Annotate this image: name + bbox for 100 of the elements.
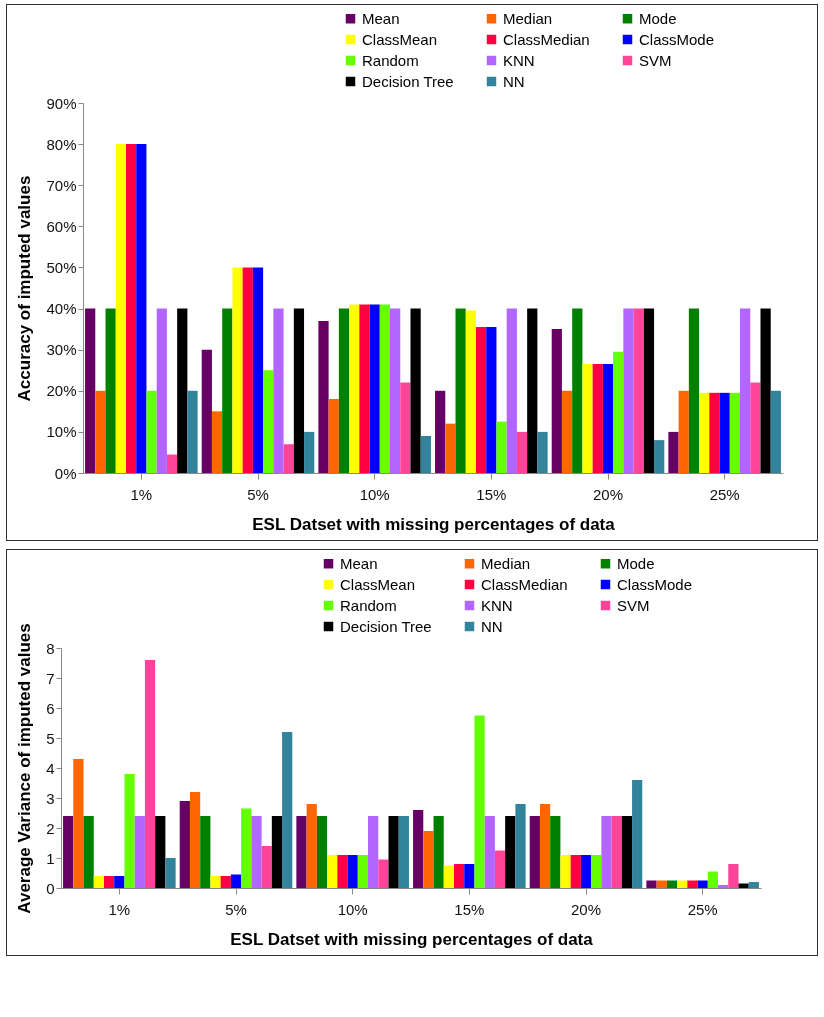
bar bbox=[465, 310, 476, 473]
bar bbox=[537, 431, 548, 473]
bar bbox=[304, 431, 315, 473]
y-tick-label: 90% bbox=[46, 94, 77, 112]
bar bbox=[400, 382, 411, 473]
bar bbox=[621, 816, 633, 888]
bar bbox=[551, 329, 562, 473]
legend-label: ClassMedian bbox=[503, 30, 590, 48]
bar bbox=[435, 390, 446, 473]
legend-label: Mean bbox=[362, 9, 400, 27]
y-tick-label: 4 bbox=[46, 759, 55, 777]
bar bbox=[338, 308, 350, 473]
bar bbox=[230, 874, 242, 888]
legend-label: NN bbox=[503, 72, 525, 90]
bar bbox=[293, 308, 305, 473]
bar bbox=[697, 880, 708, 888]
bar bbox=[728, 864, 739, 888]
legend-label: KNN bbox=[481, 596, 513, 614]
bar bbox=[410, 308, 421, 473]
bar bbox=[633, 308, 644, 473]
x-tick-label: 25% bbox=[709, 485, 740, 503]
bar bbox=[146, 390, 157, 473]
y-tick-label: 7 bbox=[46, 669, 55, 687]
legend-label: Random bbox=[362, 51, 419, 69]
bar bbox=[398, 816, 409, 888]
bar bbox=[707, 871, 719, 888]
bar bbox=[134, 816, 145, 888]
bar bbox=[201, 349, 212, 473]
x-tick-label: 20% bbox=[570, 900, 602, 918]
bar bbox=[73, 759, 84, 888]
bar bbox=[220, 876, 231, 888]
legend-label: SVM bbox=[639, 51, 672, 69]
y-tick-label: 80% bbox=[46, 135, 77, 153]
bar bbox=[271, 816, 283, 888]
bar bbox=[654, 440, 665, 473]
bar bbox=[282, 732, 293, 888]
x-tick-label: 15% bbox=[454, 900, 485, 918]
bar bbox=[632, 780, 643, 888]
legend-label: ClassMedian bbox=[481, 575, 568, 593]
x-tick-label: 15% bbox=[476, 485, 507, 503]
bar bbox=[210, 876, 221, 888]
bar bbox=[95, 390, 106, 473]
bar bbox=[156, 308, 167, 473]
legend-label: Mode bbox=[639, 9, 677, 27]
legend-label: Mode bbox=[617, 554, 655, 572]
bar bbox=[740, 308, 751, 473]
bar bbox=[709, 392, 720, 473]
legend-label: Mean bbox=[340, 554, 378, 572]
bar bbox=[592, 364, 603, 473]
bar bbox=[115, 144, 126, 473]
bar bbox=[505, 816, 516, 888]
bar bbox=[770, 390, 781, 473]
y-tick-label: 8 bbox=[46, 639, 55, 657]
bar bbox=[591, 855, 602, 888]
bar bbox=[687, 880, 698, 888]
bar bbox=[699, 392, 710, 473]
bar bbox=[189, 792, 201, 888]
bar bbox=[486, 327, 497, 473]
legend-label: NN bbox=[481, 617, 503, 635]
x-tick-label: 20% bbox=[592, 485, 624, 503]
bar bbox=[261, 846, 272, 888]
y-tick-label: 10% bbox=[46, 423, 77, 441]
bar bbox=[390, 308, 401, 473]
bar bbox=[114, 876, 125, 888]
bar bbox=[222, 308, 233, 473]
bar bbox=[379, 304, 391, 473]
y-tick-label: 2 bbox=[46, 819, 55, 837]
bar bbox=[445, 423, 456, 473]
bar bbox=[668, 431, 679, 473]
bar bbox=[166, 454, 178, 473]
x-tick-label: 1% bbox=[108, 900, 131, 918]
bar bbox=[252, 267, 264, 473]
bar bbox=[613, 351, 624, 473]
bar bbox=[729, 392, 741, 473]
bar bbox=[273, 308, 284, 473]
bar bbox=[388, 816, 399, 888]
y-tick-label: 0% bbox=[54, 464, 77, 482]
legend-label: ClassMean bbox=[362, 30, 438, 48]
y-tick-label: 3 bbox=[46, 789, 55, 807]
y-tick-label: 0 bbox=[46, 879, 55, 897]
bar bbox=[643, 308, 655, 473]
bar bbox=[124, 774, 135, 888]
bar bbox=[83, 816, 94, 888]
bar bbox=[719, 392, 730, 473]
bar bbox=[666, 880, 678, 888]
x-tick-label: 5% bbox=[225, 900, 247, 918]
bar bbox=[144, 660, 156, 888]
bar bbox=[251, 816, 262, 888]
bar bbox=[241, 808, 252, 888]
bar bbox=[420, 436, 431, 473]
bar bbox=[527, 308, 538, 473]
bar bbox=[165, 858, 176, 888]
bar bbox=[327, 855, 338, 888]
bar bbox=[296, 816, 307, 888]
bar bbox=[539, 804, 551, 888]
y-tick-label: 50% bbox=[46, 258, 77, 276]
bar bbox=[550, 816, 561, 888]
bar bbox=[580, 855, 592, 888]
bar bbox=[263, 370, 274, 473]
bar bbox=[561, 390, 573, 473]
